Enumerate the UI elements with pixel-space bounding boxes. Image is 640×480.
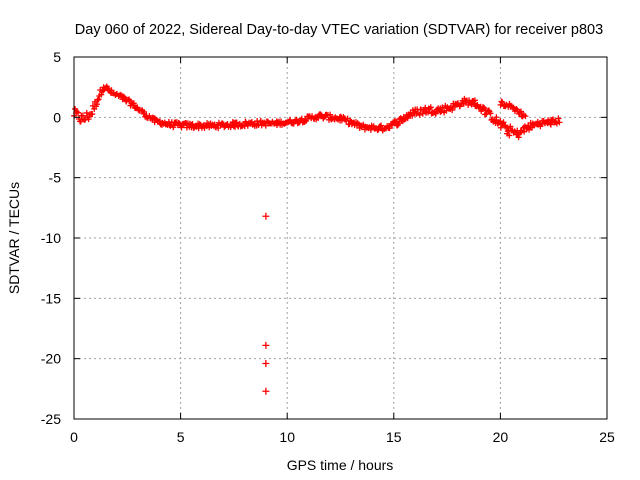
data-point [392,118,399,125]
data-point [487,110,494,117]
data-point [480,104,487,111]
data-point [427,104,434,111]
data-point-branch [516,109,523,116]
data-point [493,114,500,121]
y-tick-label: -10 [41,230,61,246]
data-point [233,119,240,126]
data-point [347,117,354,124]
data-point [409,112,416,119]
x-tick-label: 20 [493,429,509,445]
y-tick-label: 0 [53,109,61,125]
x-tick-label: 25 [599,429,615,445]
data-points [71,83,563,395]
data-point [89,111,96,118]
outlier-point [262,387,270,395]
axis-ticks: 0 5 10 15 20 25 5 0 -5 -10 -15 -20 -25 [41,49,615,445]
data-point [504,128,511,135]
outlier-point [262,341,270,349]
data-point [378,122,385,129]
x-tick-label: 0 [70,429,78,445]
y-tick-label: -20 [41,351,61,367]
data-point [94,97,101,104]
data-point [367,126,374,133]
y-tick-label: -5 [49,170,62,186]
x-axis-label: GPS time / hours [287,457,394,473]
data-point [120,93,127,100]
data-point [555,115,562,122]
data-point [215,125,222,132]
data-point [327,111,334,118]
y-tick-label: 5 [53,49,61,65]
data-point [556,119,563,126]
data-point [468,101,475,108]
data-point [302,117,309,124]
data-point [416,111,423,118]
x-tick-label: 5 [177,429,185,445]
data-point [95,96,102,103]
x-tick-label: 15 [386,429,402,445]
data-point [141,108,148,115]
data-point [196,121,203,128]
data-point [422,104,429,111]
data-point-branch [522,113,529,120]
data-point [126,96,133,103]
data-point [224,120,231,127]
data-point [93,101,100,108]
data-point [130,100,137,107]
data-point [432,110,439,117]
y-tick-label: -25 [41,411,61,427]
data-point [506,132,513,139]
data-point [244,122,251,129]
data-point [497,124,504,131]
data-point [298,115,305,122]
y-axis-label: SDTVAR / TECUs [6,182,22,294]
x-tick-label: 10 [279,429,295,445]
data-point [303,117,310,124]
data-point [521,128,528,135]
data-point [287,116,294,123]
data-point-branch [513,106,520,113]
data-point [439,104,446,111]
data-point-branch [498,98,505,105]
chart-title: Day 060 of 2022, Sidereal Day-to-day VTE… [75,22,603,38]
data-point-branch [499,99,506,106]
outlier-point [262,359,270,367]
data-point [98,91,105,98]
data-point [529,124,536,131]
outlier-point [262,212,270,220]
y-tick-label: -15 [41,290,61,306]
data-point-branch [517,108,524,115]
data-point [507,123,514,130]
data-point [449,107,456,114]
data-point [75,109,82,116]
